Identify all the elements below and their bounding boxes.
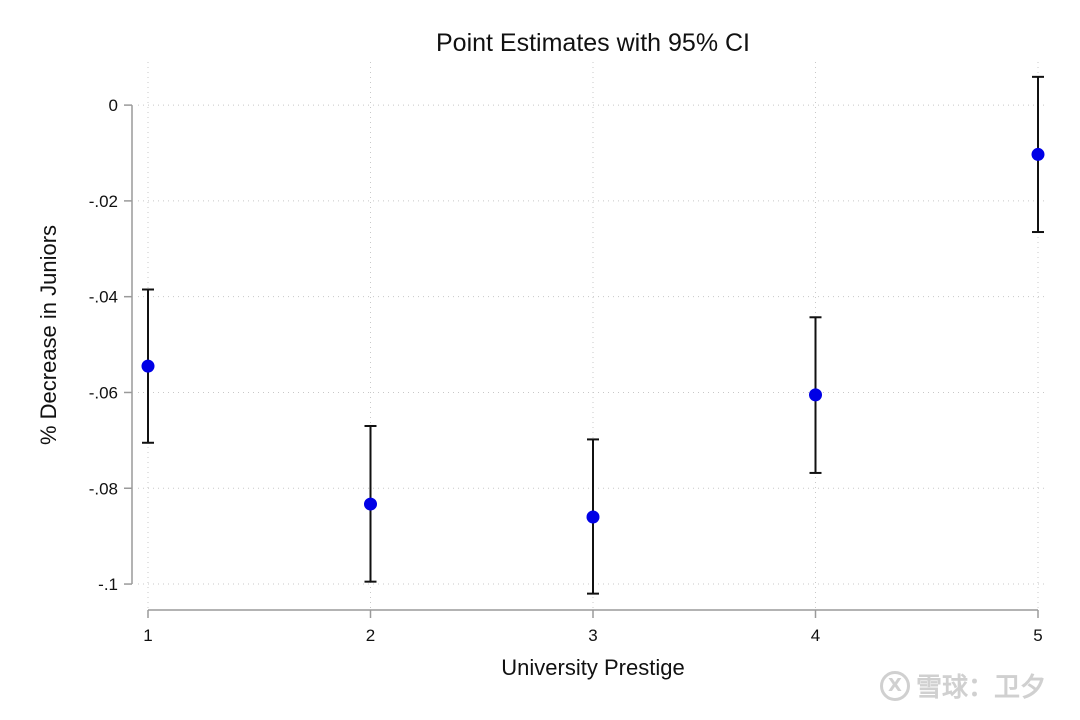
x-tick-label-0: 1 [143,626,152,645]
y-tick-label-2: -.04 [89,288,118,307]
axes [131,105,1038,611]
point-estimate-5 [1031,147,1045,161]
snowball-logo-icon: X [879,670,910,701]
y-tick-label-4: -.08 [89,479,118,498]
point-estimate-1 [141,359,155,373]
chart-title: Point Estimates with 95% CI [436,29,750,57]
point-estimate-4 [809,388,822,402]
y-axis-label: % Decrease in Juniors [36,225,61,445]
y-tick-label-0: 0 [109,96,118,115]
watermark: X 雪球：卫夕 [879,667,1046,704]
x-axis-ticks: 1 2 3 4 5 [143,610,1043,645]
y-axis-ticks: 0 -.02 -.04 -.06 -.08 -.1 [89,96,132,594]
x-tick-label-4: 5 [1033,626,1042,645]
watermark-text: 雪球：卫夕 [915,673,1046,703]
x-tick-label-3: 4 [811,626,820,645]
x-axis-label: University Prestige [501,655,684,680]
point-estimate-2 [364,497,377,511]
x-tick-label-1: 2 [366,626,375,645]
y-tick-label-1: -.02 [89,192,118,211]
x-tick-label-2: 3 [588,626,597,645]
point-estimate-3 [586,510,600,524]
y-tick-label-5: -.1 [98,575,118,594]
point-estimates [141,147,1045,524]
y-tick-label-3: -.06 [89,383,118,402]
